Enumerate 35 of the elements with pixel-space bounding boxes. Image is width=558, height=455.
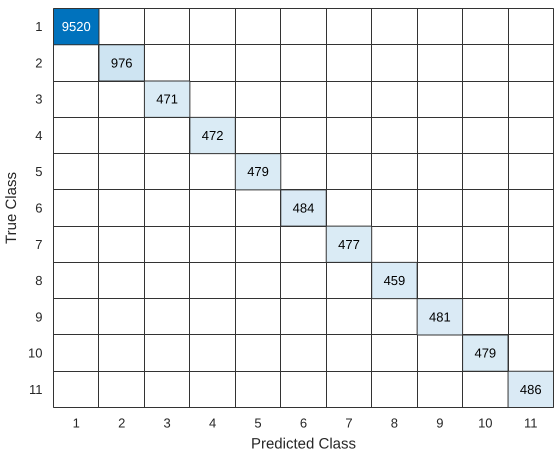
x-tick-label: 3	[164, 416, 171, 430]
data-label: 472	[202, 128, 224, 143]
y-tick-label: 1	[35, 19, 43, 34]
x-tick-label: 9	[436, 416, 444, 430]
data-label: 459	[384, 273, 406, 288]
y-tick-label: 3	[35, 92, 43, 107]
y-tick-label: 5	[35, 164, 43, 180]
data-label: 484	[292, 200, 314, 216]
y-tick-label: 4	[35, 128, 43, 143]
y-tick-label: 9	[35, 309, 43, 324]
y-tick-label: 7	[35, 236, 43, 252]
y-axis-title: True Class	[3, 172, 20, 244]
y-tick-label: 8	[35, 273, 43, 288]
x-tick-label: 5	[254, 416, 262, 430]
y-tick-label: 6	[35, 200, 43, 216]
y-tick-label: 2	[35, 55, 43, 70]
x-tick-label: 7	[345, 416, 353, 430]
x-tick-label: 10	[478, 416, 493, 430]
data-label: 976	[110, 55, 133, 70]
data-label: 479	[247, 164, 269, 180]
data-label: 479	[474, 346, 496, 361]
data-label: 471	[156, 92, 178, 107]
data-label: 486	[520, 382, 542, 397]
x-tick-label: 1	[72, 416, 80, 430]
x-axis-title: Predicted Class	[250, 436, 356, 452]
data-label: 481	[429, 309, 451, 324]
x-tick-label: 11	[524, 416, 538, 430]
x-tick-label: 2	[118, 416, 126, 430]
data-label: 9520	[62, 19, 91, 34]
data-label: 477	[338, 236, 360, 252]
x-tick-label: 8	[390, 416, 398, 430]
x-tick-label: 4	[208, 416, 216, 430]
x-tick-label: 6	[300, 416, 308, 430]
y-tick-label: 11	[29, 382, 43, 397]
y-tick-label: 10	[28, 346, 43, 361]
